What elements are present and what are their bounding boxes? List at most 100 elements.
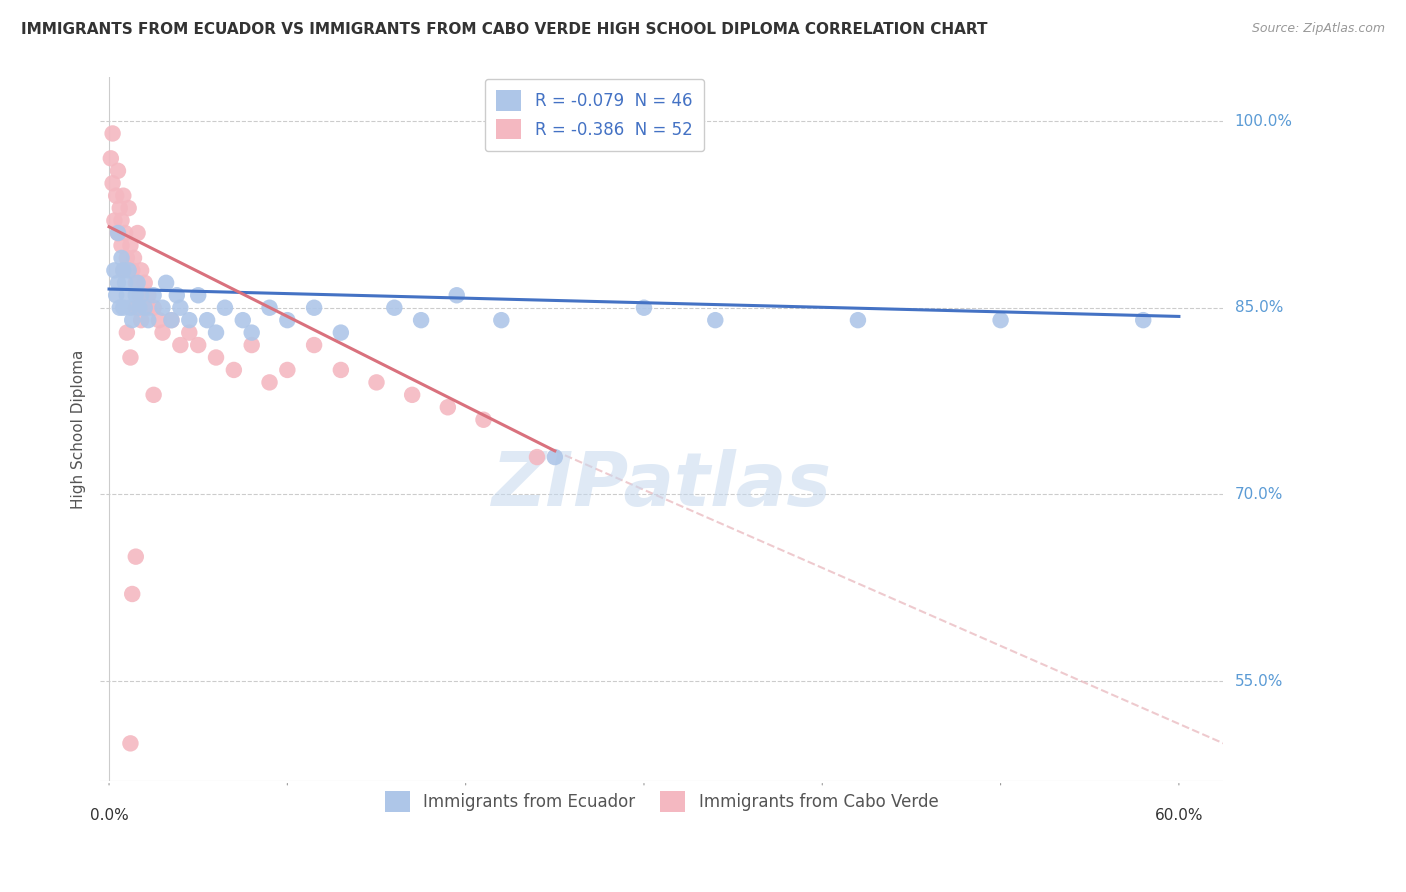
Point: [129, 288, 152, 302]
Point: [195, 313, 218, 327]
Point: [409, 313, 432, 327]
Point: [846, 313, 869, 327]
Point: [544, 450, 567, 464]
Point: [112, 263, 135, 277]
Point: [112, 263, 135, 277]
Point: [259, 301, 281, 315]
Point: [105, 188, 128, 202]
Text: 0.0%: 0.0%: [90, 808, 128, 823]
Point: [127, 226, 149, 240]
Point: [166, 288, 188, 302]
Point: [108, 301, 131, 315]
Point: [329, 326, 352, 340]
Point: [205, 351, 228, 365]
Text: Source: ZipAtlas.com: Source: ZipAtlas.com: [1251, 22, 1385, 36]
Point: [115, 288, 138, 302]
Point: [142, 388, 165, 402]
Point: [101, 127, 124, 141]
Text: 85.0%: 85.0%: [1234, 301, 1282, 315]
Point: [205, 326, 228, 340]
Point: [100, 152, 122, 166]
Point: [115, 251, 138, 265]
Point: [110, 213, 132, 227]
Point: [152, 301, 174, 315]
Text: 55.0%: 55.0%: [1234, 673, 1282, 689]
Point: [120, 736, 142, 750]
Point: [142, 288, 165, 302]
Point: [107, 163, 129, 178]
Point: [491, 313, 513, 327]
Point: [148, 313, 170, 327]
Point: [127, 276, 149, 290]
Point: [152, 326, 174, 340]
Point: [437, 401, 460, 415]
Point: [114, 226, 136, 240]
Point: [160, 313, 183, 327]
Point: [122, 251, 145, 265]
Point: [169, 338, 191, 352]
Point: [155, 276, 177, 290]
Point: [214, 301, 236, 315]
Point: [103, 213, 125, 227]
Point: [179, 313, 201, 327]
Point: [118, 263, 141, 277]
Text: ZIPatlas: ZIPatlas: [492, 449, 832, 522]
Point: [259, 376, 281, 390]
Point: [129, 313, 152, 327]
Point: [107, 276, 129, 290]
Y-axis label: High School Diploma: High School Diploma: [72, 350, 86, 508]
Point: [179, 326, 201, 340]
Point: [121, 587, 143, 601]
Text: 100.0%: 100.0%: [1234, 113, 1292, 128]
Point: [120, 301, 142, 315]
Point: [142, 301, 165, 315]
Point: [302, 301, 325, 315]
Point: [107, 226, 129, 240]
Point: [125, 549, 148, 564]
Point: [401, 388, 423, 402]
Point: [120, 351, 142, 365]
Point: [329, 363, 352, 377]
Point: [120, 238, 142, 252]
Point: [276, 363, 298, 377]
Text: IMMIGRANTS FROM ECUADOR VS IMMIGRANTS FROM CABO VERDE HIGH SCHOOL DIPLOMA CORREL: IMMIGRANTS FROM ECUADOR VS IMMIGRANTS FR…: [21, 22, 987, 37]
Point: [125, 301, 148, 315]
Text: 60.0%: 60.0%: [1154, 808, 1204, 823]
Point: [115, 326, 138, 340]
Point: [121, 263, 143, 277]
Point: [1132, 313, 1154, 327]
Legend: Immigrants from Ecuador, Immigrants from Cabo Verde: Immigrants from Ecuador, Immigrants from…: [375, 781, 949, 822]
Point: [240, 326, 263, 340]
Point: [169, 301, 191, 315]
Point: [704, 313, 727, 327]
Point: [112, 188, 135, 202]
Point: [125, 276, 148, 290]
Point: [129, 263, 152, 277]
Point: [446, 288, 468, 302]
Point: [472, 413, 495, 427]
Point: [110, 251, 132, 265]
Point: [136, 301, 159, 315]
Point: [187, 338, 209, 352]
Point: [187, 288, 209, 302]
Point: [382, 301, 405, 315]
Point: [128, 288, 150, 302]
Point: [232, 313, 254, 327]
Point: [136, 288, 159, 302]
Point: [108, 201, 131, 215]
Point: [121, 313, 143, 327]
Point: [107, 226, 129, 240]
Point: [110, 238, 132, 252]
Point: [101, 176, 124, 190]
Point: [125, 288, 148, 302]
Point: [222, 363, 245, 377]
Point: [276, 313, 298, 327]
Point: [526, 450, 548, 464]
Point: [105, 288, 128, 302]
Point: [160, 313, 183, 327]
Point: [103, 263, 125, 277]
Point: [134, 301, 156, 315]
Text: 70.0%: 70.0%: [1234, 487, 1282, 502]
Point: [134, 276, 156, 290]
Point: [240, 338, 263, 352]
